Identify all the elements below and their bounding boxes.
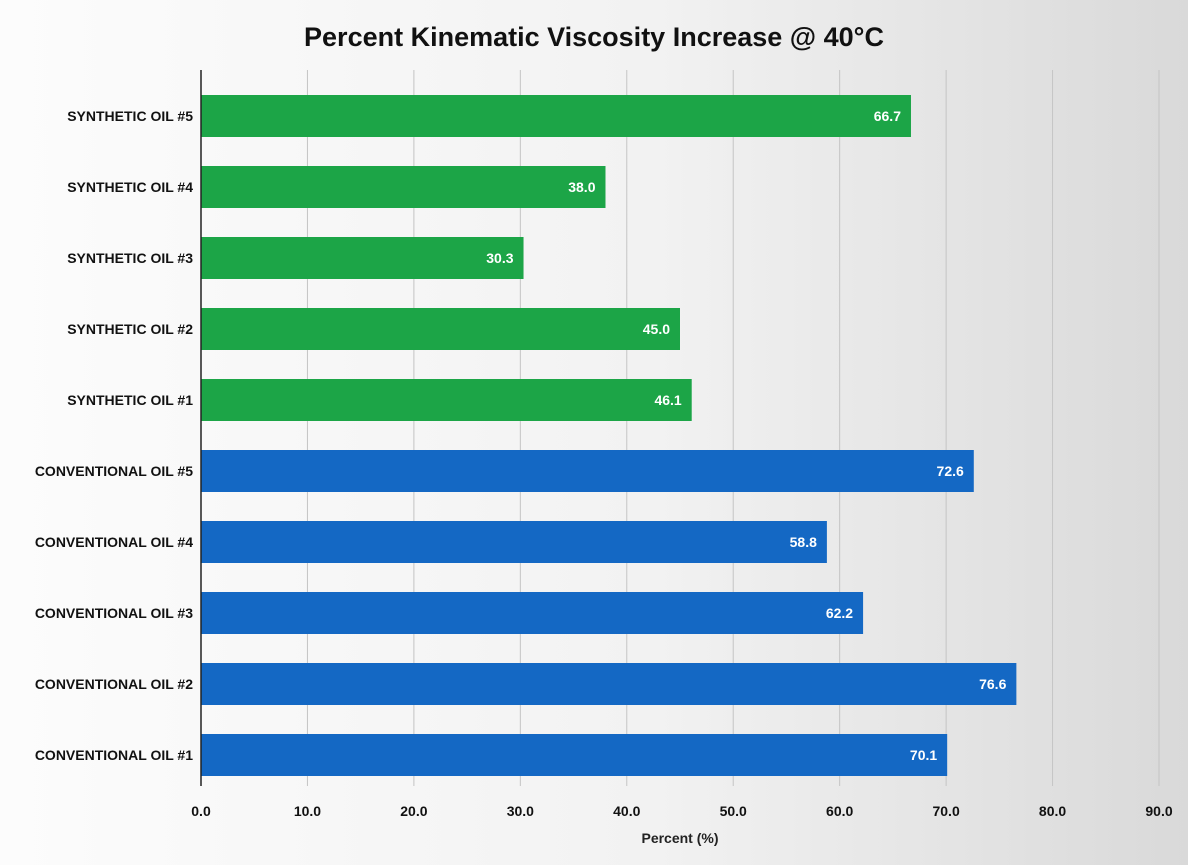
- data-label: 66.7: [874, 108, 901, 124]
- x-tick-label: 30.0: [507, 803, 534, 819]
- bar: [201, 734, 948, 776]
- category-label: CONVENTIONAL OIL #5: [35, 463, 193, 479]
- category-label: CONVENTIONAL OIL #4: [35, 534, 193, 550]
- data-label: 62.2: [826, 605, 853, 621]
- category-label: CONVENTIONAL OIL #2: [35, 676, 193, 692]
- data-label: 72.6: [937, 463, 964, 479]
- x-tick-label: 90.0: [1145, 803, 1172, 819]
- bar: [201, 308, 680, 350]
- x-axis-title: Percent (%): [641, 830, 719, 846]
- data-label: 46.1: [654, 392, 681, 408]
- x-tick-label: 80.0: [1039, 803, 1066, 819]
- category-label: SYNTHETIC OIL #5: [67, 108, 193, 124]
- bar: [201, 237, 524, 279]
- data-label: 70.1: [910, 747, 937, 763]
- bars: [201, 95, 1017, 776]
- category-label: SYNTHETIC OIL #1: [67, 392, 193, 408]
- x-tick-label: 70.0: [932, 803, 959, 819]
- data-label: 58.8: [790, 534, 817, 550]
- bar: [201, 521, 827, 563]
- bar: [201, 166, 606, 208]
- bar: [201, 379, 692, 421]
- x-tick-label: 60.0: [826, 803, 853, 819]
- x-tick-label: 40.0: [613, 803, 640, 819]
- data-label: 45.0: [643, 321, 670, 337]
- bar: [201, 95, 911, 137]
- category-label: CONVENTIONAL OIL #3: [35, 605, 193, 621]
- category-label: SYNTHETIC OIL #4: [67, 179, 193, 195]
- data-label: 76.6: [979, 676, 1006, 692]
- category-label: SYNTHETIC OIL #3: [67, 250, 193, 266]
- data-label: 30.3: [486, 250, 513, 266]
- category-label: CONVENTIONAL OIL #1: [35, 747, 193, 763]
- labels: 0.0 10.0 20.0 30.0 40.0 50.0 60.0 70.0 80.0 90.0 S…: [35, 108, 1173, 819]
- chart-title: Percent Kinematic Viscosity Increase @ 4…: [304, 22, 884, 52]
- x-tick-label: 0.0: [191, 803, 211, 819]
- category-label: SYNTHETIC OIL #2: [67, 321, 193, 337]
- x-tick-label: 50.0: [720, 803, 747, 819]
- bar: [201, 450, 974, 492]
- bar: [201, 592, 864, 634]
- x-tick-label: 20.0: [400, 803, 427, 819]
- bar: [201, 663, 1017, 705]
- data-label: 38.0: [568, 179, 595, 195]
- x-tick-label: 10.0: [294, 803, 321, 819]
